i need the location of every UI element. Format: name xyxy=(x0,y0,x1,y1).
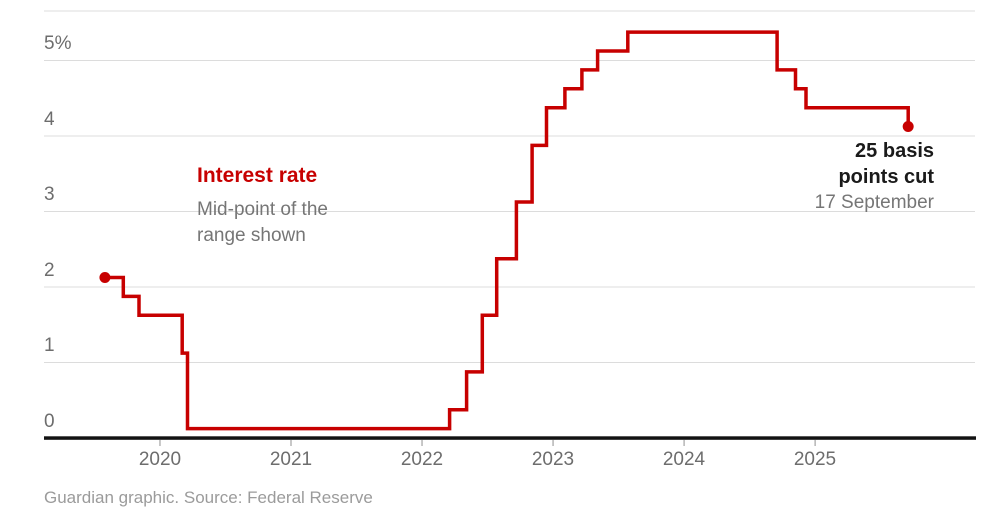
y-tick-label-5: 5% xyxy=(44,33,72,54)
line-end-dot xyxy=(902,121,914,133)
chart-subtitle-line-1: Mid-point of the xyxy=(197,199,328,220)
x-tick-label-2023: 2023 xyxy=(531,449,575,470)
rate-cut-annotation-line-1: 25 basis xyxy=(855,140,934,162)
rate-cut-annotation-date: 17 September xyxy=(814,192,934,213)
y-tick-label-4: 4 xyxy=(44,109,55,130)
rate-cut-annotation-line-2: points cut xyxy=(838,166,934,188)
x-tick-label-2020: 2020 xyxy=(138,449,182,470)
y-tick-label-2: 2 xyxy=(44,260,55,281)
chart-subtitle-line-2: range shown xyxy=(197,225,306,246)
chart-subtitle: Mid-point of the range shown xyxy=(197,197,367,249)
y-tick-label-3: 3 xyxy=(44,184,55,205)
rate-step-line xyxy=(104,30,910,431)
x-axis-line xyxy=(44,436,976,440)
x-tick-label-2021: 2021 xyxy=(269,449,313,470)
chart-title: Interest rate xyxy=(197,164,318,187)
y-tick-label-1: 1 xyxy=(44,335,55,356)
series-label: Interest rate Mid-point of the range sho… xyxy=(197,163,367,249)
x-tick-label-2022: 2022 xyxy=(400,449,444,470)
x-tick-label-2024: 2024 xyxy=(662,449,706,470)
source-credit: Guardian graphic. Source: Federal Reserv… xyxy=(44,488,373,507)
x-tick-label-2025: 2025 xyxy=(793,449,837,470)
rate-cut-annotation: 25 basis points cut 17 September xyxy=(774,138,934,215)
y-tick-label-0: 0 xyxy=(44,411,55,432)
line-start-dot xyxy=(99,272,111,284)
